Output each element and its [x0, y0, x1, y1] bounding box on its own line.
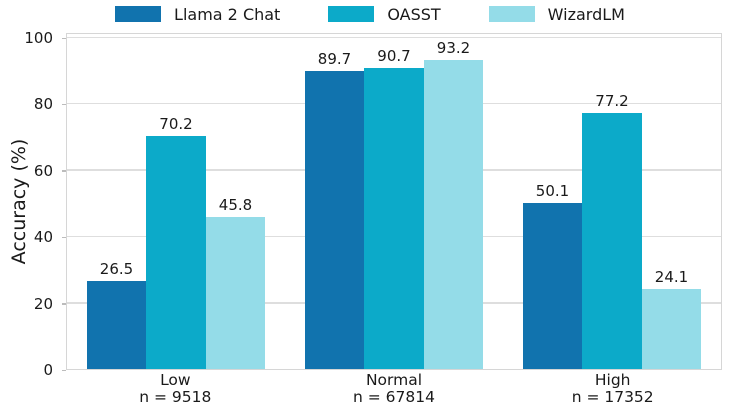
y-tick-mark [62, 303, 66, 305]
gridline-100 [67, 36, 721, 38]
bar-group-normal: 89.7 90.7 93.2 [285, 34, 503, 369]
category-label: Normal [365, 371, 423, 389]
legend: Llama 2 Chat OASST WizardLM [0, 2, 740, 26]
y-tick-mark [62, 37, 66, 39]
bar-value-label: 24.1 [654, 268, 689, 286]
legend-label-wizardlm: WizardLM [547, 4, 625, 24]
legend-swatch-oasst-icon [328, 6, 375, 22]
x-tick-normal: Normal n = 67814 [285, 372, 504, 406]
bar-oasst-normal: 90.7 [364, 47, 424, 369]
bar-llama-2-chat-low: 26.5 [86, 260, 147, 369]
bar-group-high: 50.1 77.2 24.1 [503, 34, 721, 369]
y-tick-label-80: 80 [33, 95, 53, 114]
bar-value-label: 50.1 [535, 181, 570, 200]
legend-item-llama-2-chat: Llama 2 Chat [115, 5, 280, 24]
legend-label-oasst: OASST [387, 4, 441, 24]
category-label: High [594, 371, 631, 389]
bar-value-label: 77.2 [595, 91, 629, 110]
bar-oasst-low: 70.2 [146, 115, 206, 369]
y-tick-label-0: 0 [43, 361, 53, 379]
bar-wizardlm-high: 24.1 [641, 268, 702, 369]
bar-llama-2-chat-high: 50.1 [522, 182, 583, 369]
sample-size-label: n = 67814 [353, 388, 435, 406]
x-axis: Low n = 9518 Normal n = 67814 High n = 17352 [66, 372, 722, 406]
x-tick-high: High n = 17352 [503, 372, 722, 406]
plot-area: 26.5 70.2 45.8 89.7 90.7 93.2 50.1 77.2 24.1 [66, 33, 722, 370]
bar-value-label: 26.5 [99, 260, 134, 279]
sample-size-label: n = 9518 [139, 388, 212, 406]
bar-wizardlm-normal: 93.2 [423, 39, 484, 369]
bar-value-label: 90.7 [377, 46, 411, 65]
sample-size-label: n = 17352 [571, 388, 654, 406]
y-tick-mark [62, 104, 66, 106]
bar-group-low: 26.5 70.2 45.8 [67, 34, 285, 369]
y-tick-mark [62, 236, 66, 239]
legend-item-oasst: OASST [328, 4, 441, 24]
category-label: Low [160, 371, 191, 389]
y-tick-label-60: 60 [33, 161, 53, 180]
bar-value-label: 70.2 [159, 114, 193, 133]
y-tick-mark [62, 369, 66, 371]
y-tick-label-20: 20 [33, 294, 53, 313]
y-axis: 0 20 40 60 80 100 [0, 29, 66, 379]
x-tick-low: Low n = 9518 [66, 372, 285, 406]
bar-value-label: 93.2 [436, 38, 471, 57]
legend-label-llama-2-chat: Llama 2 Chat [174, 4, 281, 24]
bar-oasst-high: 77.2 [582, 92, 642, 369]
bar-value-label: 45.8 [218, 195, 253, 214]
bar-llama-2-chat-normal: 89.7 [304, 50, 365, 369]
bar-wizardlm-low: 45.8 [205, 196, 266, 369]
y-tick-mark [62, 170, 66, 172]
bar-value-label: 89.7 [317, 50, 352, 69]
legend-item-wizardlm: WizardLM [488, 4, 625, 24]
legend-swatch-llama-2-chat-icon [115, 6, 162, 22]
y-tick-label-100: 100 [24, 29, 53, 47]
bar-groups: 26.5 70.2 45.8 89.7 90.7 93.2 50.1 77.2 24.1 [67, 34, 721, 369]
legend-swatch-wizardlm-icon [488, 6, 535, 22]
y-tick-label-40: 40 [33, 228, 53, 247]
